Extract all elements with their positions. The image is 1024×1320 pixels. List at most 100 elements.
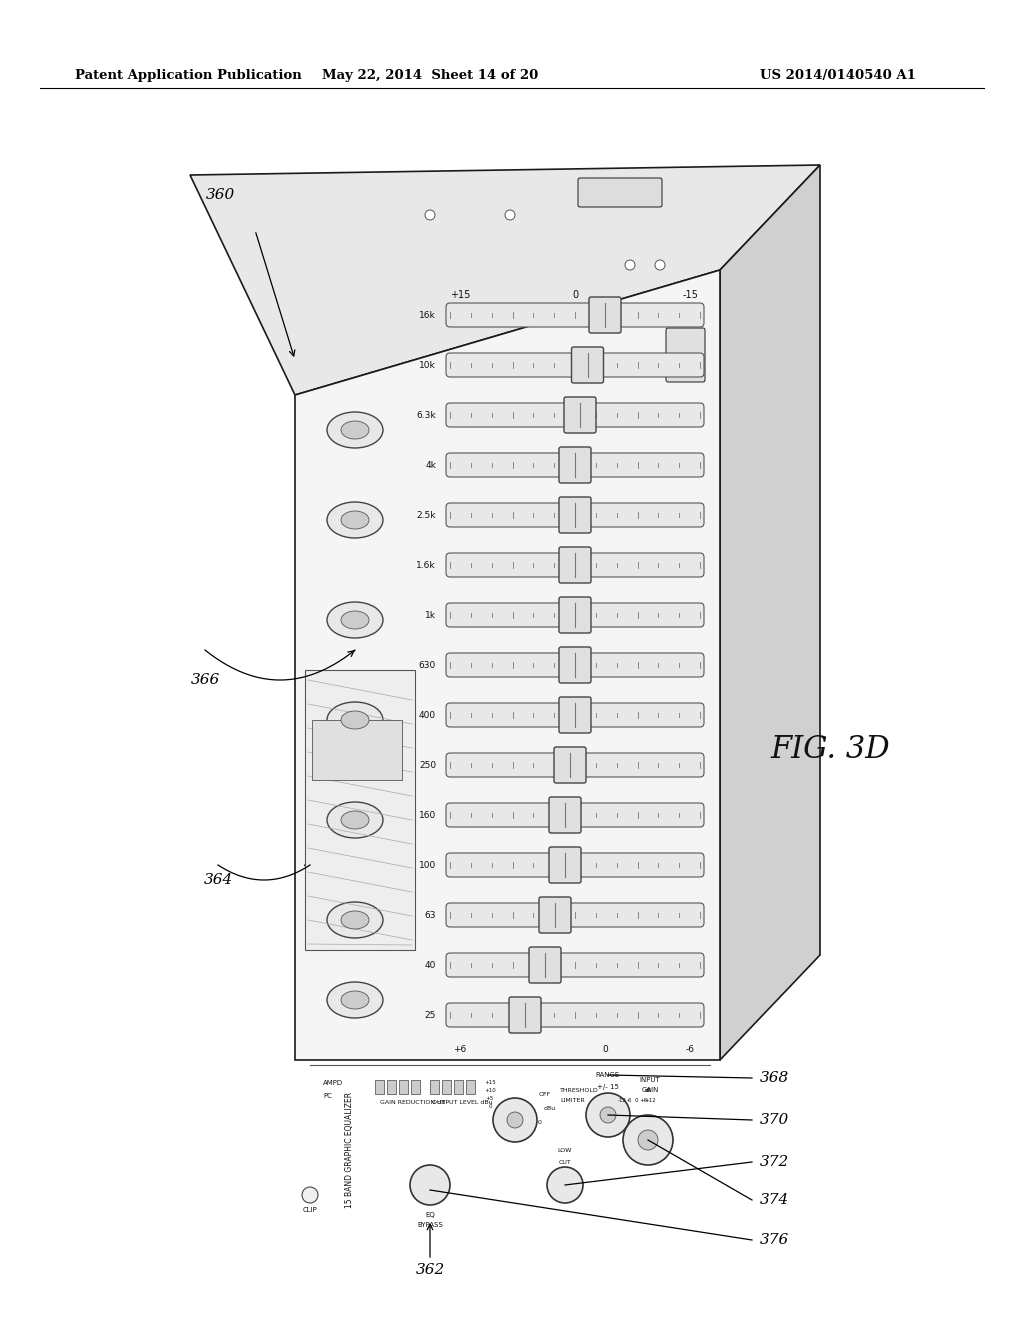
Text: CLIP: CLIP [303,1206,317,1213]
Text: +15: +15 [450,290,470,300]
Text: 25: 25 [425,1011,436,1019]
FancyBboxPatch shape [559,546,591,583]
FancyBboxPatch shape [446,352,705,378]
Circle shape [505,210,515,220]
FancyBboxPatch shape [559,597,591,634]
FancyBboxPatch shape [446,704,705,727]
Polygon shape [720,165,820,1060]
FancyBboxPatch shape [430,1080,439,1094]
FancyBboxPatch shape [446,903,705,927]
Ellipse shape [327,803,383,838]
Text: RANGE: RANGE [596,1072,621,1078]
Text: OFF: OFF [539,1093,551,1097]
Text: 1.6k: 1.6k [417,561,436,569]
FancyBboxPatch shape [387,1080,396,1094]
Ellipse shape [327,902,383,939]
Text: 15 BAND GRAPHIC EQUALIZER: 15 BAND GRAPHIC EQUALIZER [345,1092,354,1208]
Text: +6: +6 [639,1097,647,1102]
Circle shape [425,210,435,220]
Ellipse shape [341,511,369,529]
Text: THRESHOLD: THRESHOLD [560,1088,599,1093]
Ellipse shape [327,412,383,447]
Text: 372: 372 [760,1155,790,1170]
Text: OUTPUT LEVEL dBu: OUTPUT LEVEL dBu [432,1100,493,1105]
Text: -6: -6 [627,1097,632,1102]
Text: INPUT: INPUT [640,1077,660,1082]
FancyBboxPatch shape [571,347,603,383]
Text: +12: +12 [644,1097,656,1102]
FancyBboxPatch shape [375,1080,384,1094]
Circle shape [586,1093,630,1137]
Text: -6: -6 [685,1045,694,1055]
Circle shape [493,1098,537,1142]
FancyBboxPatch shape [411,1080,420,1094]
Text: GAIN: GAIN [641,1086,658,1093]
Text: 366: 366 [190,673,219,686]
Text: 2.5k: 2.5k [417,511,436,520]
Text: LIMITER: LIMITER [560,1097,585,1102]
FancyBboxPatch shape [312,719,402,780]
Text: 630: 630 [419,660,436,669]
Circle shape [638,1130,658,1150]
Text: 376: 376 [760,1233,790,1247]
FancyBboxPatch shape [466,1080,475,1094]
FancyBboxPatch shape [559,447,591,483]
FancyBboxPatch shape [446,603,705,627]
Text: +/- 15: +/- 15 [597,1084,618,1090]
Text: +15: +15 [484,1080,496,1085]
Text: CUT: CUT [559,1159,571,1164]
FancyBboxPatch shape [559,697,591,733]
Text: 6.3k: 6.3k [417,411,436,420]
FancyBboxPatch shape [446,1003,705,1027]
Text: 10k: 10k [419,360,436,370]
Ellipse shape [341,911,369,929]
FancyBboxPatch shape [446,653,705,677]
Text: 400: 400 [419,710,436,719]
Text: EQ: EQ [425,1212,435,1218]
Polygon shape [295,271,720,1060]
Text: 250: 250 [419,760,436,770]
Ellipse shape [341,711,369,729]
FancyBboxPatch shape [446,752,705,777]
FancyBboxPatch shape [442,1080,451,1094]
Text: +6: +6 [454,1045,467,1055]
Text: BYPASS: BYPASS [417,1222,442,1228]
Text: FIG. 3D: FIG. 3D [770,734,890,766]
Text: 370: 370 [760,1113,790,1127]
FancyBboxPatch shape [399,1080,408,1094]
FancyBboxPatch shape [305,671,415,950]
Ellipse shape [327,982,383,1018]
Ellipse shape [341,421,369,440]
FancyBboxPatch shape [509,997,541,1034]
Ellipse shape [327,702,383,738]
FancyBboxPatch shape [446,803,705,828]
Circle shape [655,260,665,271]
Text: 0: 0 [602,1045,608,1055]
Circle shape [623,1115,673,1166]
Text: 4k: 4k [425,461,436,470]
Circle shape [625,260,635,271]
Text: Patent Application Publication: Patent Application Publication [75,69,302,82]
Text: 63: 63 [425,911,436,920]
Text: dB: dB [644,1088,651,1093]
Ellipse shape [341,810,369,829]
Text: 100: 100 [419,861,436,870]
FancyBboxPatch shape [549,797,581,833]
FancyBboxPatch shape [666,327,705,381]
Text: 364: 364 [204,873,232,887]
FancyBboxPatch shape [446,453,705,477]
Polygon shape [190,165,820,395]
FancyBboxPatch shape [549,847,581,883]
Text: 368: 368 [760,1071,790,1085]
FancyBboxPatch shape [589,297,621,333]
Text: 0: 0 [634,1097,638,1102]
FancyBboxPatch shape [578,178,662,207]
Text: GAIN REDUCTION dB: GAIN REDUCTION dB [380,1100,445,1105]
Circle shape [302,1187,318,1203]
Circle shape [600,1107,616,1123]
FancyBboxPatch shape [529,946,561,983]
Text: 40: 40 [425,961,436,969]
Text: -15: -15 [682,290,698,300]
Text: US 2014/0140540 A1: US 2014/0140540 A1 [760,69,915,82]
FancyBboxPatch shape [559,647,591,682]
